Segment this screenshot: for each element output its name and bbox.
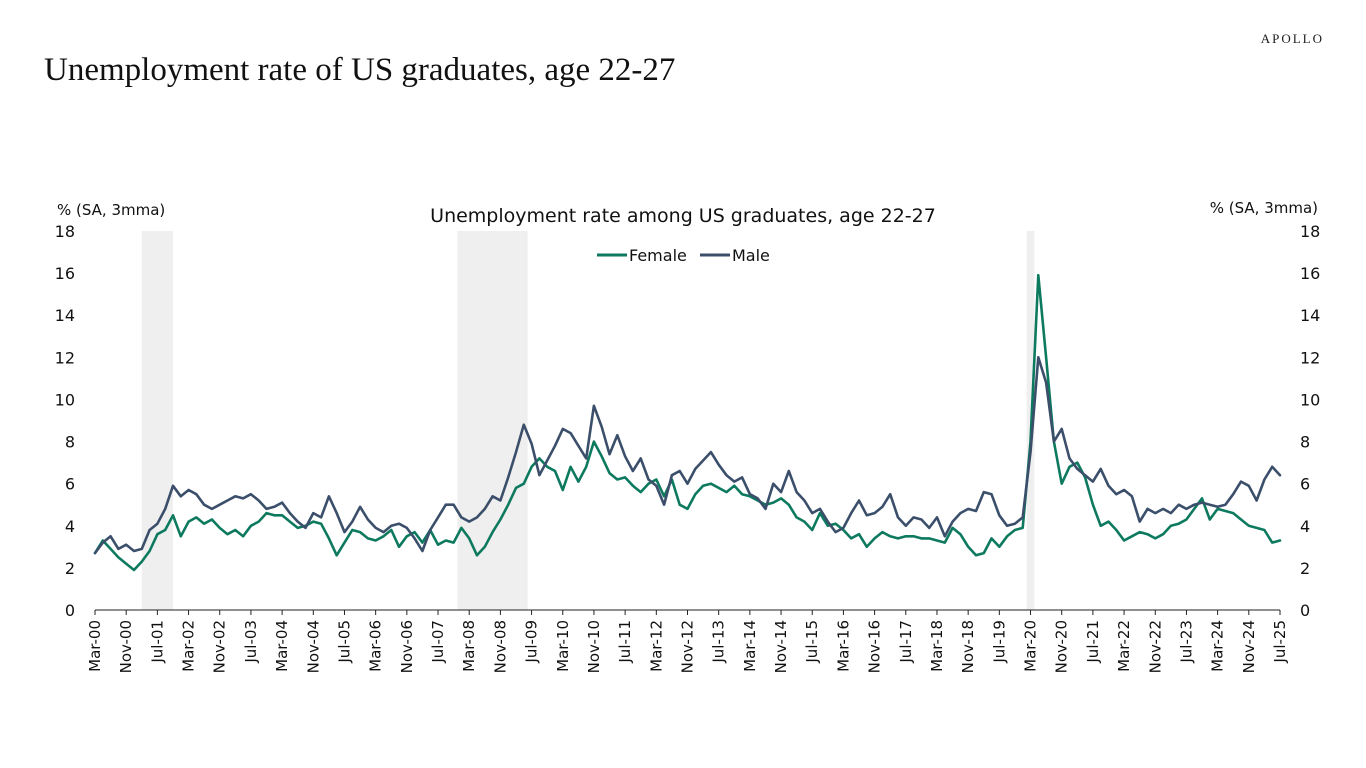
y-tick-label-left: 4 bbox=[65, 517, 75, 536]
y-tick-label-right: 12 bbox=[1300, 348, 1320, 367]
x-tick-label: Jul-03 bbox=[242, 620, 260, 664]
legend: Female Male bbox=[597, 246, 770, 265]
legend-label-male: Male bbox=[732, 246, 770, 265]
recession-band bbox=[457, 231, 528, 610]
y-tick-label-left: 8 bbox=[65, 433, 75, 452]
x-tick-label: Nov-20 bbox=[1053, 620, 1071, 673]
y-tick-label-right: 14 bbox=[1300, 306, 1320, 325]
x-tick-label: Mar-06 bbox=[367, 620, 385, 672]
brand-logo: APOLLO bbox=[1260, 31, 1324, 46]
x-tick-label: Nov-04 bbox=[304, 620, 322, 673]
x-tick-label: Mar-20 bbox=[1022, 620, 1040, 672]
y-axis-label-left: % (SA, 3mma) bbox=[57, 201, 165, 219]
y-tick-label-left: 12 bbox=[55, 348, 75, 367]
x-tick-label: Mar-14 bbox=[741, 620, 759, 672]
series-line-female bbox=[93, 273, 1282, 572]
y-tick-label-left: 10 bbox=[55, 390, 75, 409]
x-tick-label: Nov-00 bbox=[117, 620, 135, 673]
x-tick-label: Mar-02 bbox=[180, 620, 198, 672]
x-tick-label: Nov-14 bbox=[772, 620, 790, 673]
x-tick-label: Nov-18 bbox=[959, 620, 977, 673]
recession-band bbox=[141, 231, 173, 610]
y-tick-label-left: 18 bbox=[55, 222, 75, 241]
x-tick-label: Nov-02 bbox=[211, 620, 229, 673]
x-tick-label: Nov-22 bbox=[1146, 620, 1164, 673]
y-tick-label-right: 10 bbox=[1300, 390, 1320, 409]
y-tick-label-right: 18 bbox=[1300, 222, 1320, 241]
y-tick-label-right: 8 bbox=[1300, 433, 1310, 452]
y-tick-label-right: 4 bbox=[1300, 517, 1310, 536]
x-tick-label: Jul-15 bbox=[803, 620, 821, 664]
x-tick-label: Nov-08 bbox=[491, 620, 509, 673]
x-tick-label: Nov-06 bbox=[398, 620, 416, 673]
y-tick-label-left: 16 bbox=[55, 264, 75, 283]
x-tick-label: Nov-12 bbox=[679, 620, 697, 673]
x-tick-label: Mar-16 bbox=[834, 620, 852, 672]
y-tick-label-left: 6 bbox=[65, 475, 75, 494]
x-tick-label: Mar-04 bbox=[273, 620, 291, 672]
axes: 0 0 2 2 4 4 6 6 8 8 10 10 12 12 14 14 16 16 18 18 Mar-00 Nov-… bbox=[55, 222, 1321, 673]
recession-shading bbox=[141, 231, 1035, 610]
y-tick-label-right: 2 bbox=[1300, 559, 1310, 578]
x-tick-label: Mar-18 bbox=[928, 620, 946, 672]
x-tick-label: Mar-10 bbox=[554, 620, 572, 672]
x-tick-label: Jul-13 bbox=[710, 620, 728, 664]
x-tick-label: Mar-24 bbox=[1209, 620, 1227, 672]
x-tick-label: Jul-09 bbox=[523, 620, 541, 664]
y-axis-label-right: % (SA, 3mma) bbox=[1210, 199, 1318, 217]
series-lines bbox=[93, 273, 1282, 572]
y-tick-label-left: 2 bbox=[65, 559, 75, 578]
x-tick-label: Jul-01 bbox=[148, 620, 166, 664]
x-tick-label: Mar-08 bbox=[460, 620, 478, 672]
x-tick-label: Jul-11 bbox=[616, 620, 634, 664]
line-chart: 0 0 2 2 4 4 6 6 8 8 10 10 12 12 14 14 16 16 18 18 Mar-00 Nov-… bbox=[55, 199, 1321, 673]
page-title: Unemployment rate of US graduates, age 2… bbox=[44, 52, 676, 88]
y-tick-label-right: 0 bbox=[1300, 601, 1310, 620]
x-tick-label: Jul-23 bbox=[1177, 620, 1195, 664]
chart-title: Unemployment rate among US graduates, ag… bbox=[430, 205, 936, 227]
y-tick-label-left: 14 bbox=[55, 306, 75, 325]
x-tick-label: Nov-10 bbox=[585, 620, 603, 673]
y-tick-label-left: 0 bbox=[65, 601, 75, 620]
x-tick-label: Jul-05 bbox=[335, 620, 353, 664]
x-tick-label: Mar-22 bbox=[1115, 620, 1133, 672]
x-tick-label: Jul-25 bbox=[1271, 620, 1289, 664]
y-tick-label-right: 16 bbox=[1300, 264, 1320, 283]
x-tick-label: Jul-07 bbox=[429, 620, 447, 664]
x-tick-label: Mar-00 bbox=[86, 620, 104, 672]
x-tick-label: Nov-16 bbox=[866, 620, 884, 673]
x-tick-label: Mar-12 bbox=[647, 620, 665, 672]
x-tick-label: Jul-17 bbox=[897, 620, 915, 664]
x-tick-label: Jul-19 bbox=[990, 620, 1008, 664]
x-tick-label: Nov-24 bbox=[1240, 620, 1258, 673]
legend-label-female: Female bbox=[629, 246, 687, 265]
x-tick-label: Jul-21 bbox=[1084, 620, 1102, 664]
series-line-male bbox=[93, 356, 1282, 555]
y-tick-label-right: 6 bbox=[1300, 475, 1310, 494]
